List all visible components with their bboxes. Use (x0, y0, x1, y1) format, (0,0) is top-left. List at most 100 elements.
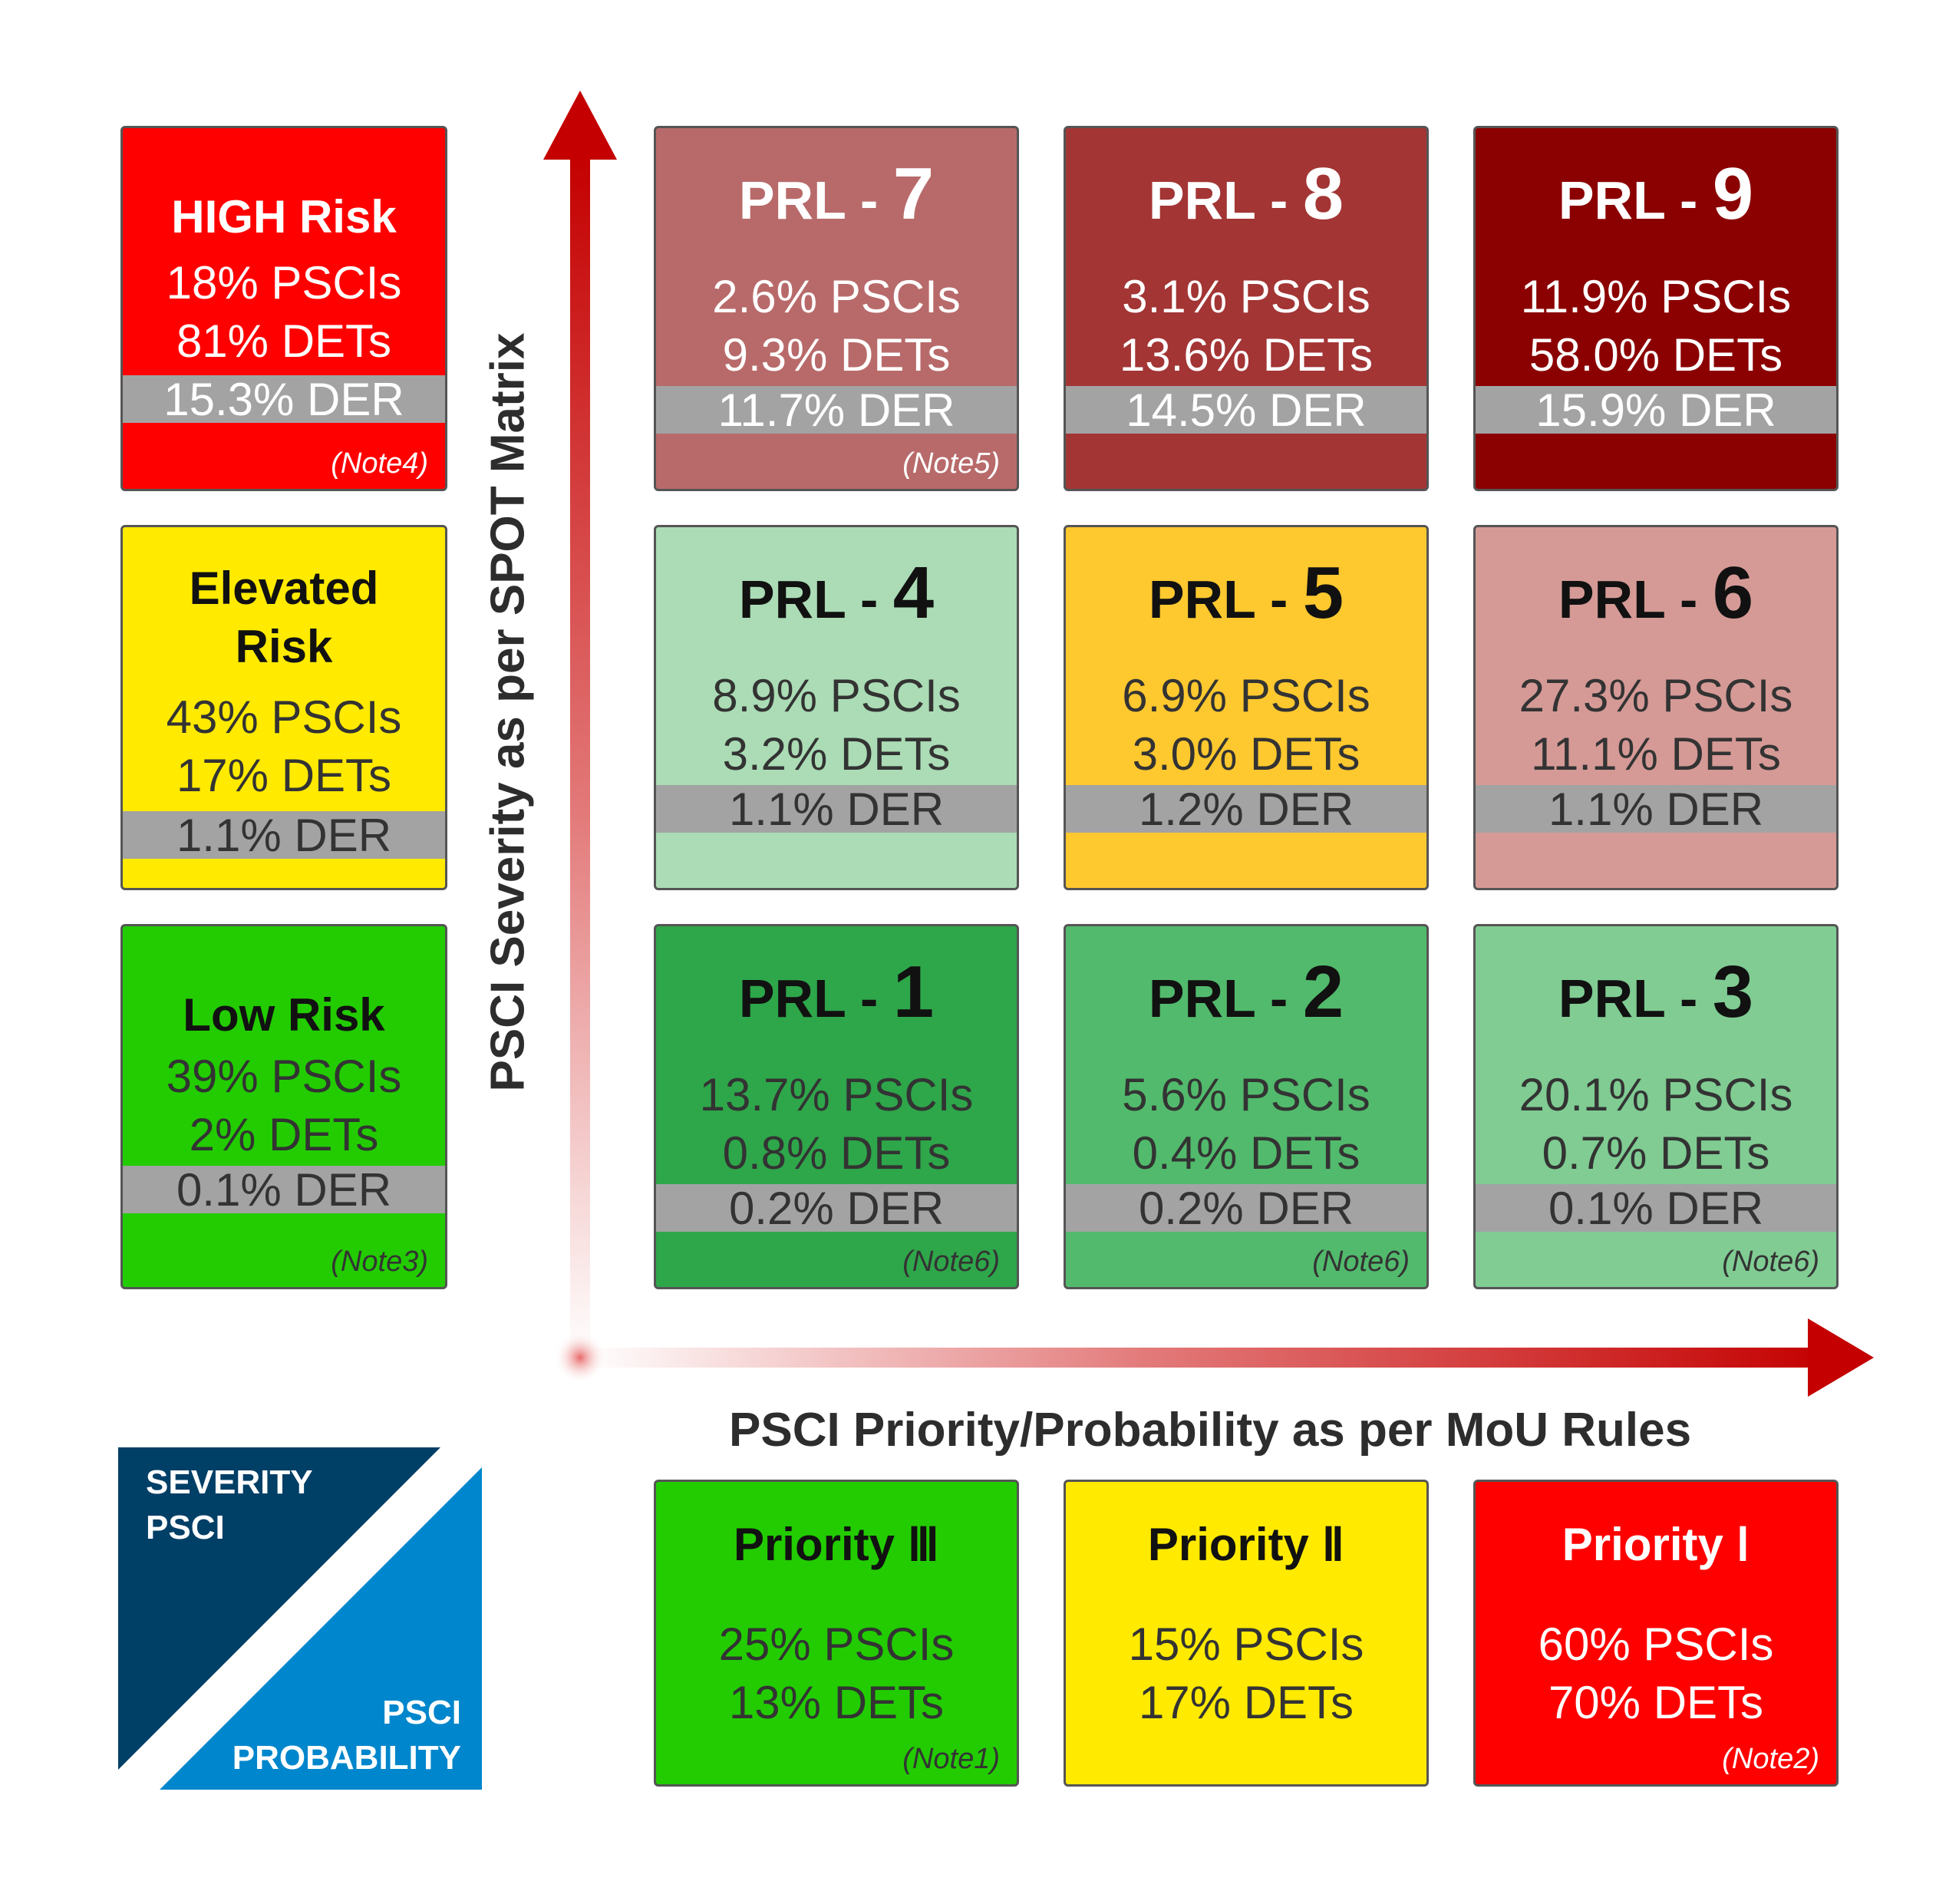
legend-probability-line1: PSCI (382, 1694, 461, 1731)
risk-title: Elevated (189, 563, 379, 614)
x-axis-arrowhead (1808, 1318, 1874, 1397)
note-label: (Note6) (1722, 1246, 1819, 1278)
der-band: 0.2% DER (1066, 1184, 1426, 1232)
prl-cell-4: PRL - 4 8.9% PSCIs 3.2% DETs 1.1% DER (654, 525, 1019, 890)
prl-title-prefix: PRL - (738, 170, 893, 230)
legend-probability-triangle (160, 1467, 482, 1790)
priority-title: Priority Ⅱ (1147, 1519, 1345, 1570)
risk-pscis: 39% PSCIs (166, 1051, 402, 1102)
prl-cell-5: PRL - 5 6.9% PSCIs 3.0% DETs 1.2% DER (1064, 525, 1429, 890)
der-band: 14.5% DER (1066, 386, 1426, 434)
priority-pscis: 60% PSCIs (1538, 1619, 1774, 1670)
legend-severity-triangle (118, 1447, 440, 1770)
legend-severity-line2: PSCI (146, 1509, 225, 1547)
risk-title: Low Risk (183, 989, 385, 1041)
der-band: 0.1% DER (1476, 1184, 1836, 1232)
note-label: (Note2) (1722, 1743, 1819, 1775)
note-label: (Note6) (902, 1246, 1000, 1278)
risk-pscis: 18% PSCIs (166, 257, 402, 309)
axis-origin (554, 1331, 606, 1384)
prl-title: PRL - 3 (1476, 955, 1836, 1029)
prl-title-prefix: PRL - (1558, 569, 1713, 629)
prl-title-prefix: PRL - (1558, 170, 1713, 230)
prl-cell-3: PRL - 3 20.1% PSCIs 0.7% DETs 0.1% DER (Note… (1473, 924, 1839, 1289)
risk-der: 0.1% DER (176, 1164, 392, 1216)
der-band: 15.3% DER (123, 375, 445, 423)
y-axis-arrowhead (543, 91, 617, 160)
risk-box-elevated: Elevated Risk 43% PSCIs 17% DETs 1.1% DE… (120, 525, 447, 890)
prl-der: 0.2% DER (728, 1183, 945, 1234)
der-band: 15.9% DER (1476, 386, 1836, 434)
prl-pscis: 6.9% PSCIs (1122, 670, 1370, 721)
der-band: 11.7% DER (656, 386, 1017, 434)
der-band: 1.1% DER (656, 785, 1017, 833)
legend-probability-label: PSCI PROBABILITY (233, 1690, 461, 1781)
prl-dets: 0.4% DETs (1132, 1127, 1360, 1179)
prl-pscis: 3.1% PSCIs (1122, 271, 1370, 322)
prl-title: PRL - 9 (1476, 157, 1836, 231)
prl-dets: 13.6% DETs (1119, 329, 1374, 381)
der-band: 0.2% DER (656, 1184, 1017, 1232)
prl-der: 1.1% DER (728, 784, 945, 835)
prl-dets: 11.1% DETs (1531, 728, 1781, 780)
prl-number: 1 (892, 951, 935, 1033)
der-band: 1.1% DER (123, 811, 445, 859)
prl-title-prefix: PRL - (1148, 170, 1303, 230)
prl-der: 11.7% DER (717, 384, 955, 436)
prl-pscis: 13.7% PSCIs (699, 1069, 974, 1120)
x-axis-shaft (583, 1348, 1834, 1368)
priority-box-2: Priority Ⅱ 15% PSCIs 17% DETs (1064, 1480, 1429, 1787)
prl-number: 6 (1712, 552, 1754, 634)
note-label: (Note4) (331, 447, 428, 480)
prl-title: PRL - 5 (1066, 556, 1426, 630)
prl-number: 3 (1712, 951, 1754, 1033)
prl-title: PRL - 4 (656, 556, 1017, 630)
priority-dets: 70% DETs (1548, 1677, 1764, 1728)
der-band: 1.2% DER (1066, 785, 1426, 833)
risk-title: HIGH Risk (171, 191, 397, 243)
prl-title-prefix: PRL - (738, 968, 893, 1028)
note-label: (Note1) (902, 1743, 1000, 1775)
prl-pscis: 5.6% PSCIs (1122, 1069, 1370, 1120)
prl-der: 0.2% DER (1138, 1183, 1354, 1234)
priority-title: Priority Ⅲ (733, 1519, 940, 1570)
priority-dets: 13% DETs (728, 1677, 945, 1728)
x-axis-label: PSCI Priority/Probability as per MoU Rul… (729, 1404, 1692, 1457)
priority-box-3: Priority Ⅲ 25% PSCIs 13% DETs (Note1) (654, 1480, 1019, 1787)
risk-box-high: HIGH Risk 18% PSCIs 81% DETs 15.3% DER (… (120, 126, 447, 491)
prl-title-prefix: PRL - (1148, 569, 1303, 629)
prl-cell-1: PRL - 1 13.7% PSCIs 0.8% DETs 0.2% DER (Note… (654, 924, 1019, 1289)
priority-pscis: 15% PSCIs (1128, 1619, 1364, 1670)
risk-dets: 81% DETs (176, 315, 392, 367)
risk-der: 15.3% DER (163, 374, 404, 425)
der-band: 0.1% DER (123, 1166, 445, 1213)
prl-cell-7: PRL - 7 2.6% PSCIs 9.3% DETs 11.7% DER (Note… (654, 126, 1019, 491)
prl-number: 9 (1712, 153, 1754, 235)
priority-dets: 17% DETs (1138, 1677, 1354, 1728)
note-label: (Note3) (331, 1246, 428, 1278)
prl-title: PRL - 6 (1476, 556, 1836, 630)
prl-pscis: 27.3% PSCIs (1519, 670, 1793, 721)
prl-der: 14.5% DER (1126, 384, 1367, 436)
risk-title-line2: Risk (235, 621, 333, 672)
legend-severity-line1: SEVERITY (146, 1463, 313, 1501)
prl-cell-2: PRL - 2 5.6% PSCIs 0.4% DETs 0.2% DER (Note6… (1064, 924, 1429, 1289)
priority-pscis: 25% PSCIs (718, 1619, 955, 1670)
legend-severity-label: SEVERITY PSCI (146, 1460, 313, 1551)
prl-dets: 3.0% DETs (1132, 728, 1360, 780)
prl-cell-9: PRL - 9 11.9% PSCIs 58.0% DETs 15.9% DER (1473, 126, 1839, 491)
prl-number: 4 (892, 552, 935, 634)
risk-dets: 17% DETs (176, 750, 392, 801)
prl-pscis: 20.1% PSCIs (1519, 1069, 1793, 1120)
prl-pscis: 11.9% PSCIs (1520, 271, 1792, 322)
prl-title: PRL - 8 (1066, 157, 1426, 231)
priority-title: Priority Ⅰ (1562, 1519, 1750, 1570)
prl-number: 2 (1302, 951, 1344, 1033)
der-band: 1.1% DER (1476, 785, 1836, 833)
prl-title-prefix: PRL - (1558, 968, 1713, 1028)
legend-probability-line2: PROBABILITY (232, 1739, 461, 1777)
prl-der: 1.1% DER (1548, 784, 1764, 835)
note-label: (Note6) (1312, 1246, 1410, 1278)
prl-title: PRL - 7 (656, 157, 1017, 231)
